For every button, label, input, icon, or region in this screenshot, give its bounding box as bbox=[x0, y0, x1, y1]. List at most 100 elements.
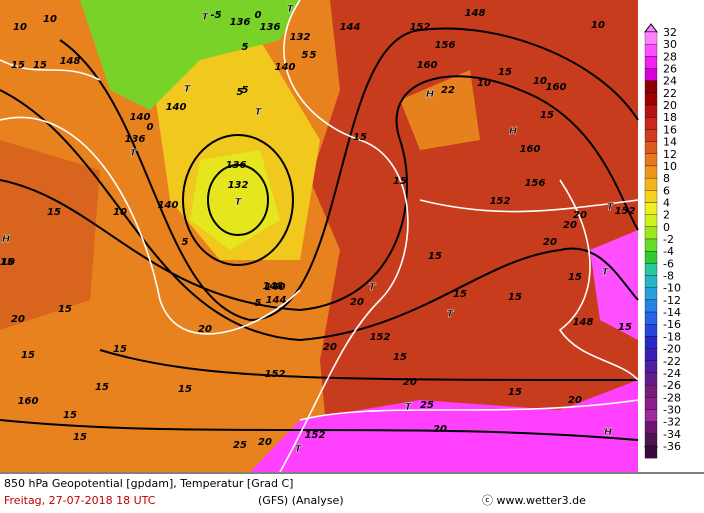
map-label: 160 bbox=[18, 396, 39, 407]
map-label: 15 bbox=[11, 60, 25, 71]
map-label: 132 bbox=[228, 180, 249, 191]
map-label: 10 bbox=[113, 207, 127, 218]
scale-cell bbox=[644, 68, 658, 81]
scale-label: -28 bbox=[663, 391, 681, 404]
map-label: 0 bbox=[255, 10, 262, 21]
scale-label: 24 bbox=[663, 75, 677, 88]
cool-field bbox=[400, 70, 480, 150]
scale-label: -4 bbox=[663, 245, 674, 258]
color-scale: 32302826242220181614121086420-2-4-6-8-10… bbox=[644, 23, 681, 459]
scale-label: -36 bbox=[663, 440, 681, 453]
scale-cell bbox=[644, 238, 658, 252]
map-label: 20 bbox=[198, 324, 212, 335]
map-label: T bbox=[255, 107, 263, 118]
scale-cell bbox=[644, 104, 658, 118]
map-label: 140 bbox=[275, 62, 296, 73]
map-label: 15 bbox=[63, 410, 77, 421]
scale-cell bbox=[644, 287, 658, 301]
scale-label: -30 bbox=[663, 403, 681, 416]
scale-cell bbox=[644, 177, 658, 191]
scale-label: 2 bbox=[663, 209, 670, 222]
scale-label: 18 bbox=[663, 111, 677, 124]
map-label: H bbox=[426, 89, 435, 100]
scale-cell bbox=[644, 336, 658, 349]
scale-label: -26 bbox=[663, 379, 681, 392]
map-label: 15 bbox=[178, 384, 192, 395]
map-label: T bbox=[405, 402, 413, 413]
map-label: 15 bbox=[21, 350, 35, 361]
map-label: 15 bbox=[540, 110, 554, 121]
map-label: 156 bbox=[525, 178, 546, 189]
hot-field bbox=[250, 380, 638, 472]
map-label: 15 bbox=[33, 60, 47, 71]
warm-field bbox=[0, 140, 100, 330]
scale-cell bbox=[644, 44, 658, 57]
map-label: 20 bbox=[403, 377, 417, 388]
scale-label: -8 bbox=[663, 270, 674, 283]
map-label: 25 bbox=[233, 440, 247, 451]
scale-label: -16 bbox=[663, 318, 681, 331]
cold-field bbox=[80, 0, 300, 110]
map-label: 15 bbox=[498, 67, 512, 78]
map-label: 20 bbox=[258, 437, 272, 448]
scale-cell bbox=[644, 348, 658, 361]
map-label: 10 bbox=[591, 20, 605, 31]
scale-label: 22 bbox=[663, 87, 677, 100]
map-label: 15 bbox=[508, 292, 522, 303]
map-label: 20 bbox=[11, 314, 25, 325]
map-label: 20 bbox=[563, 220, 577, 231]
scale-cell bbox=[644, 433, 658, 447]
footer-title: 850 hPa Geopotential [gpdam], Temperatur… bbox=[4, 477, 293, 490]
cool-field bbox=[190, 150, 280, 250]
scale-cell bbox=[644, 117, 658, 130]
scale-label: -10 bbox=[663, 282, 681, 295]
map-label: T bbox=[607, 202, 615, 213]
map-label: 160 bbox=[546, 82, 567, 93]
scale-cell bbox=[644, 372, 658, 386]
map-label: 15 bbox=[618, 322, 632, 333]
map-label: 20 bbox=[323, 342, 337, 353]
map-label: 20 bbox=[568, 395, 582, 406]
map-label: 136 bbox=[226, 160, 247, 171]
map-label: 152 bbox=[615, 206, 636, 217]
map-label: 15 bbox=[353, 132, 367, 143]
scale-cell bbox=[644, 275, 658, 288]
scale-label: -12 bbox=[663, 294, 681, 307]
scale-label: -14 bbox=[663, 306, 681, 319]
map-label: 5 bbox=[302, 50, 309, 61]
map-label: 15 bbox=[508, 387, 522, 398]
map-label: 152 bbox=[305, 430, 326, 441]
scale-cell bbox=[644, 202, 658, 215]
map-label: 152 bbox=[490, 196, 511, 207]
scale-cell bbox=[644, 92, 658, 106]
map-label: 10 bbox=[533, 76, 547, 87]
map-label: 132 bbox=[290, 32, 311, 43]
scale-label: -32 bbox=[663, 416, 681, 429]
scale-label: 10 bbox=[663, 160, 677, 173]
map-label: 144 bbox=[340, 22, 361, 33]
scale-label: 8 bbox=[663, 172, 670, 185]
scale-label: -18 bbox=[663, 330, 681, 343]
scale-cell bbox=[644, 165, 658, 179]
map-label: 15 bbox=[393, 176, 407, 187]
footer-model: (GFS) (Analyse) bbox=[258, 494, 344, 507]
map-label: 160 bbox=[520, 144, 541, 155]
map-label: 20 bbox=[573, 210, 587, 221]
map-label: 15 bbox=[428, 251, 442, 262]
map-label: 140 bbox=[265, 282, 286, 293]
scale-cell bbox=[644, 153, 658, 167]
map-label: 22 bbox=[441, 85, 455, 96]
map-label: 15 bbox=[393, 352, 407, 363]
scale-cell bbox=[644, 190, 658, 203]
isotherms bbox=[0, 0, 639, 473]
scale-label: 28 bbox=[663, 50, 677, 63]
scale-cell bbox=[644, 214, 658, 227]
map-label: 160 bbox=[417, 60, 438, 71]
scale-cell bbox=[644, 299, 658, 313]
scale-cell bbox=[644, 324, 658, 337]
scale-label: 20 bbox=[663, 99, 677, 112]
scale-label: -2 bbox=[663, 233, 674, 246]
scale-label: -22 bbox=[663, 355, 681, 368]
